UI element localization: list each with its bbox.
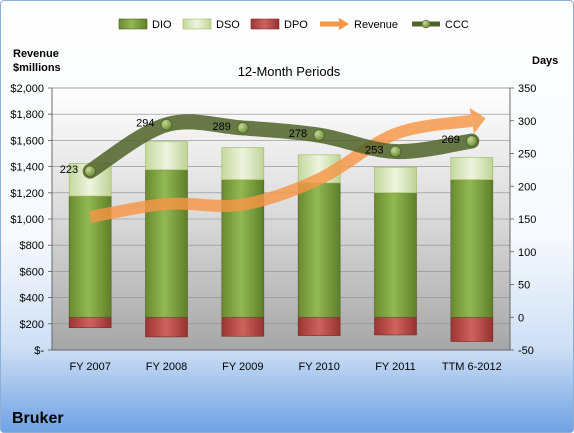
legend: DIO DSO DPO Revenue CCC: [118, 18, 469, 31]
dso-bar: [221, 147, 265, 180]
lines: 223 294 289 278 253 269: [60, 107, 486, 223]
ccc-marker: [465, 135, 478, 147]
ccc-data-label: 278: [289, 128, 307, 140]
legend-label: CCC: [445, 19, 469, 31]
dpo-bar: [297, 316, 341, 336]
legend-swatch: [118, 18, 148, 30]
right-tick-label: 250: [518, 149, 536, 161]
right-tick-label: 50: [518, 280, 530, 292]
x-tick-label: FY 2011: [375, 361, 416, 373]
dio-bar: [374, 192, 417, 318]
x-tick-label: FY 2007: [69, 361, 110, 373]
legend-revenue-arrowhead: [339, 18, 349, 30]
ccc-data-label: 269: [441, 134, 459, 146]
left-tick-label: $1,200: [10, 188, 44, 200]
left-tick-label: $800: [20, 240, 44, 252]
dpo-bar: [221, 316, 265, 337]
left-tick-label: $1,800: [10, 109, 44, 121]
ccc-data-label: 294: [136, 118, 154, 130]
dpo-bar: [374, 316, 417, 336]
ccc-marker: [236, 122, 249, 134]
ccc-line: [82, 114, 480, 179]
x-tick-label: FY 2009: [222, 361, 263, 373]
x-tick-label: FY 2008: [146, 361, 187, 373]
right-tick-label: 150: [518, 214, 536, 226]
left-tick-label: $1,600: [10, 135, 44, 147]
right-tick-label: 300: [518, 116, 536, 128]
dpo-bar: [145, 316, 188, 338]
left-tick-label: $2,000: [10, 83, 44, 95]
ccc-data-label: 223: [60, 164, 78, 176]
left-tick-label: $400: [20, 293, 44, 305]
dio-bar: [145, 169, 188, 318]
x-tick-label: FY 2010: [298, 361, 339, 373]
legend-swatch: [182, 18, 212, 30]
left-tick-label: $-: [34, 345, 44, 357]
ccc-marker: [160, 118, 173, 131]
dpo-bar: [450, 316, 494, 342]
right-tick-label: 0: [518, 312, 524, 324]
revenue-arrowhead: [469, 107, 486, 134]
x-tick-label: TTM 6-2012: [442, 361, 502, 373]
dpo-bar: [68, 316, 112, 329]
ccc-data-label: 253: [365, 145, 383, 157]
chart-title: 12-Month Periods: [238, 64, 341, 79]
left-tick-label: $1,000: [10, 214, 44, 226]
left-tick-label: $600: [20, 266, 44, 278]
ccc-marker: [84, 165, 97, 178]
ccc-data-label: 289: [212, 121, 230, 133]
right-tick-label: 200: [518, 181, 536, 193]
left-tick-label: $200: [20, 319, 44, 331]
dso-bar: [145, 141, 188, 171]
ccc-marker: [313, 129, 326, 142]
ccc-marker: [389, 145, 402, 158]
left-axis-label-line1: Revenue: [13, 48, 59, 60]
axes: $- $200 $400 $600 $800 $1,000 $1,200 $1,400 $1,6…: [10, 83, 536, 373]
legend-swatch: [250, 18, 280, 30]
legend-label: DIO: [152, 19, 172, 31]
left-axis-label-line2: $millions: [13, 62, 61, 74]
right-axis-label: Days: [532, 55, 558, 67]
dso-bar: [374, 166, 417, 194]
left-tick-label: $1,400: [10, 162, 44, 174]
legend-label: DPO: [284, 19, 308, 31]
legend-label: Revenue: [354, 19, 398, 31]
company-name: Bruker: [12, 410, 64, 427]
legend-ccc-marker: [421, 19, 431, 29]
dio-bar: [450, 179, 494, 318]
right-tick-label: 100: [518, 247, 536, 259]
right-tick-label: -50: [518, 345, 534, 357]
revenue-line: [89, 114, 473, 223]
bars: [68, 141, 494, 342]
dso-bar: [450, 157, 494, 180]
legend-label: DSO: [216, 19, 240, 31]
dio-bar: [297, 182, 341, 318]
right-tick-label: 350: [518, 83, 536, 95]
